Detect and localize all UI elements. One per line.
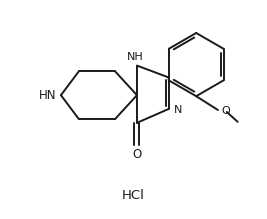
Text: O: O (132, 148, 142, 161)
Text: N: N (174, 105, 182, 115)
Text: HCl: HCl (121, 189, 144, 202)
Text: NH: NH (127, 52, 143, 62)
Text: HN: HN (38, 89, 56, 102)
Text: O: O (221, 106, 230, 116)
